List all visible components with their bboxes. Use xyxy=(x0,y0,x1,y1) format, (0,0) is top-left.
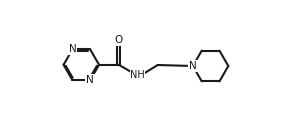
Text: N: N xyxy=(189,61,197,71)
Text: O: O xyxy=(115,35,123,45)
Text: NH: NH xyxy=(130,70,145,80)
Text: N: N xyxy=(69,44,76,54)
Text: N: N xyxy=(86,75,94,85)
